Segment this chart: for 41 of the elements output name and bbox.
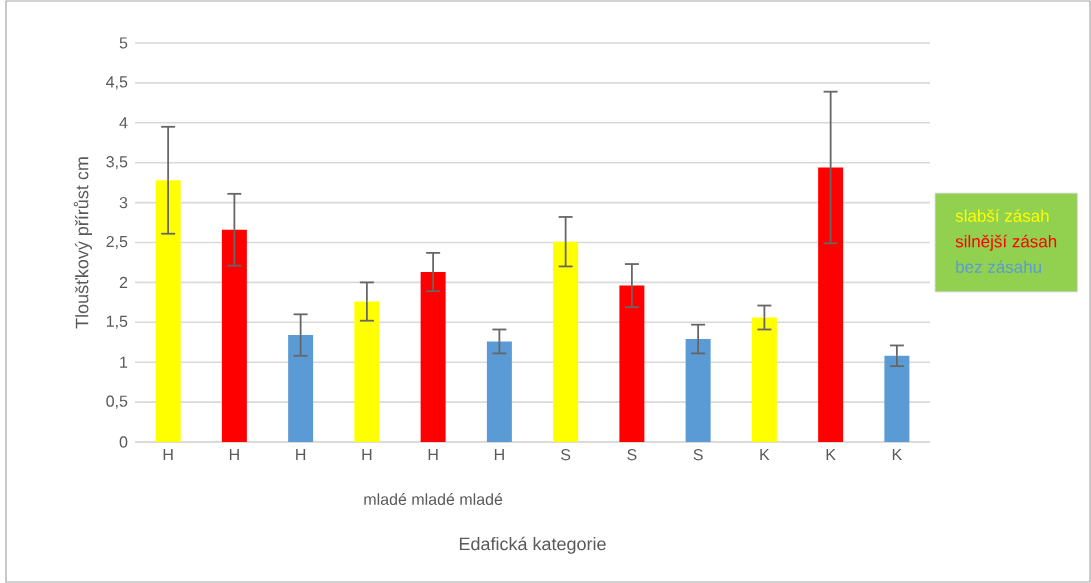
text: bez zásahu: [956, 260, 1041, 273]
bar: [486, 341, 512, 442]
y-tick-label: 2,5: [106, 235, 128, 250]
bar: [420, 272, 446, 442]
bar: [818, 167, 844, 442]
y-tick-label: 3,5: [106, 156, 128, 170]
x-tick-label: S: [627, 449, 637, 461]
bar: [155, 180, 181, 442]
x-tick-label: K: [826, 449, 836, 461]
y-tick-label: 0: [119, 436, 128, 448]
x-tick-label: H: [163, 449, 173, 461]
y-tick-label: 1: [120, 356, 128, 368]
x-tick-label: S: [561, 449, 571, 461]
bar: [619, 285, 645, 442]
x-axis-title: Edafická kategorie: [459, 536, 606, 554]
bar: [751, 317, 777, 442]
x-tick-label: K: [760, 449, 770, 461]
y-tick-label: 4,5: [106, 76, 128, 90]
text: silnější zásah: [955, 234, 1057, 251]
bar: [685, 339, 711, 442]
x-tick-label: S: [693, 449, 703, 461]
y-tick-label: 4: [119, 117, 128, 129]
bar: [884, 355, 910, 442]
bar: [354, 301, 380, 442]
bar: [553, 241, 579, 442]
x-tick-label: H: [296, 449, 306, 461]
x-tick-label: H: [229, 449, 239, 461]
x-tick-label: H: [428, 449, 438, 461]
y-tick-label: 2: [119, 276, 128, 288]
x-tick-label: K: [892, 449, 903, 461]
y-tick-label: 1,5: [106, 315, 128, 329]
x-tick-label: H: [494, 449, 504, 461]
y-tick-label: 3: [119, 196, 128, 209]
y-axis-title: Tloušťkový přírůst cm: [73, 157, 92, 329]
y-tick-label: 0,5: [106, 395, 128, 409]
text: slabší zásah: [955, 209, 1049, 222]
text: mladé mladé mladé: [364, 493, 503, 505]
x-tick-label: H: [362, 449, 372, 461]
bar: [221, 229, 247, 442]
y-tick-label: 5: [119, 37, 128, 49]
bar: [288, 335, 314, 442]
